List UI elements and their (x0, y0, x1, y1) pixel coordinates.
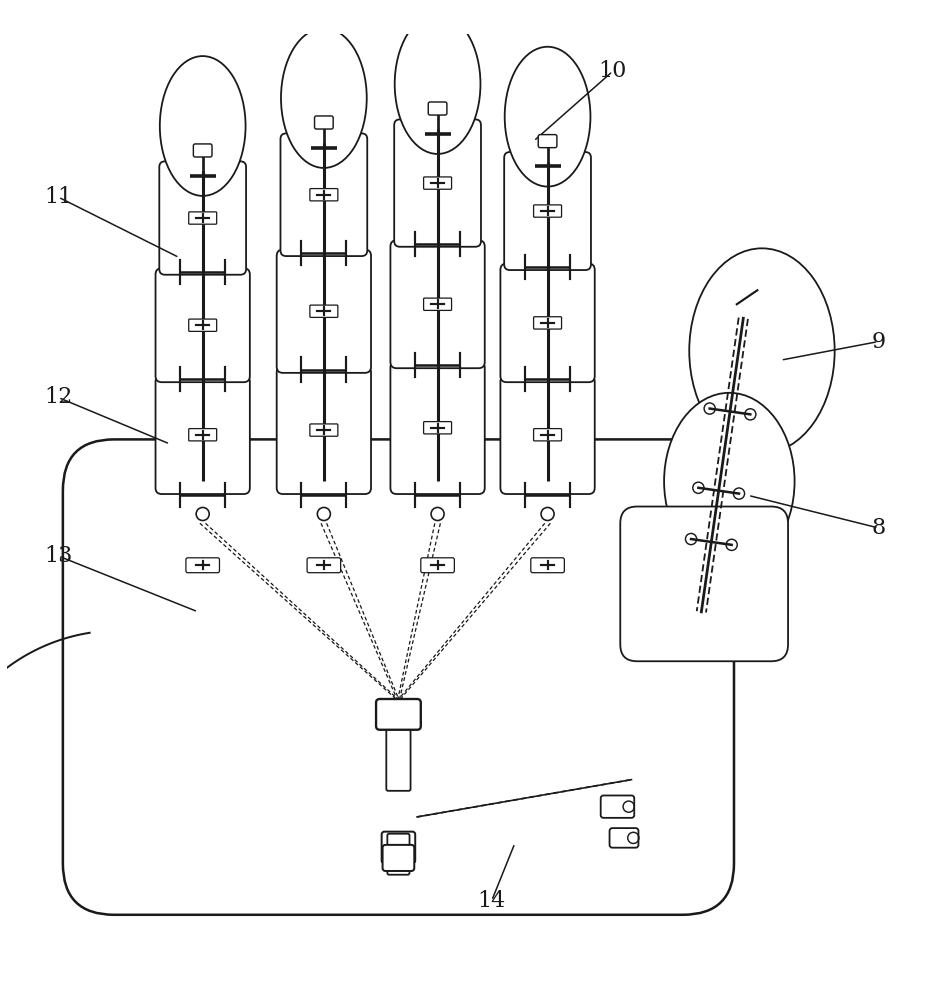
FancyBboxPatch shape (62, 439, 734, 915)
FancyBboxPatch shape (621, 507, 788, 661)
FancyBboxPatch shape (429, 102, 447, 115)
FancyBboxPatch shape (531, 558, 565, 573)
FancyBboxPatch shape (276, 250, 371, 373)
FancyBboxPatch shape (280, 133, 367, 256)
FancyBboxPatch shape (188, 429, 217, 441)
FancyBboxPatch shape (504, 152, 591, 270)
FancyBboxPatch shape (500, 375, 595, 494)
FancyBboxPatch shape (391, 240, 484, 368)
FancyBboxPatch shape (314, 116, 333, 129)
FancyBboxPatch shape (382, 845, 414, 871)
Ellipse shape (394, 14, 481, 154)
FancyBboxPatch shape (601, 795, 634, 818)
FancyBboxPatch shape (381, 832, 415, 863)
FancyBboxPatch shape (421, 558, 454, 573)
Text: 11: 11 (44, 186, 72, 208)
FancyBboxPatch shape (386, 724, 411, 791)
FancyBboxPatch shape (276, 366, 371, 494)
FancyBboxPatch shape (394, 119, 481, 247)
Text: 10: 10 (599, 60, 627, 82)
Ellipse shape (160, 56, 246, 196)
Text: 9: 9 (871, 331, 885, 353)
Text: 13: 13 (44, 545, 73, 567)
FancyBboxPatch shape (534, 205, 562, 217)
FancyBboxPatch shape (307, 558, 341, 573)
FancyBboxPatch shape (424, 298, 451, 310)
Text: 8: 8 (871, 517, 885, 539)
FancyBboxPatch shape (424, 422, 451, 434)
FancyBboxPatch shape (188, 319, 217, 331)
FancyBboxPatch shape (193, 144, 212, 157)
FancyBboxPatch shape (159, 161, 246, 275)
FancyBboxPatch shape (188, 212, 217, 224)
FancyBboxPatch shape (534, 429, 562, 441)
FancyBboxPatch shape (609, 828, 639, 848)
FancyBboxPatch shape (391, 361, 484, 494)
FancyBboxPatch shape (377, 699, 421, 730)
FancyBboxPatch shape (387, 834, 410, 875)
Ellipse shape (505, 47, 590, 187)
FancyBboxPatch shape (424, 177, 451, 189)
FancyBboxPatch shape (186, 558, 219, 573)
Ellipse shape (690, 248, 834, 453)
FancyBboxPatch shape (538, 135, 557, 148)
FancyBboxPatch shape (310, 189, 338, 201)
FancyBboxPatch shape (155, 375, 250, 494)
Ellipse shape (664, 393, 795, 570)
Text: 12: 12 (44, 386, 72, 408)
FancyBboxPatch shape (155, 268, 250, 382)
Text: 14: 14 (478, 890, 506, 912)
FancyBboxPatch shape (500, 264, 595, 382)
FancyBboxPatch shape (310, 424, 338, 436)
FancyBboxPatch shape (534, 317, 562, 329)
Ellipse shape (281, 28, 367, 168)
FancyBboxPatch shape (310, 305, 338, 317)
